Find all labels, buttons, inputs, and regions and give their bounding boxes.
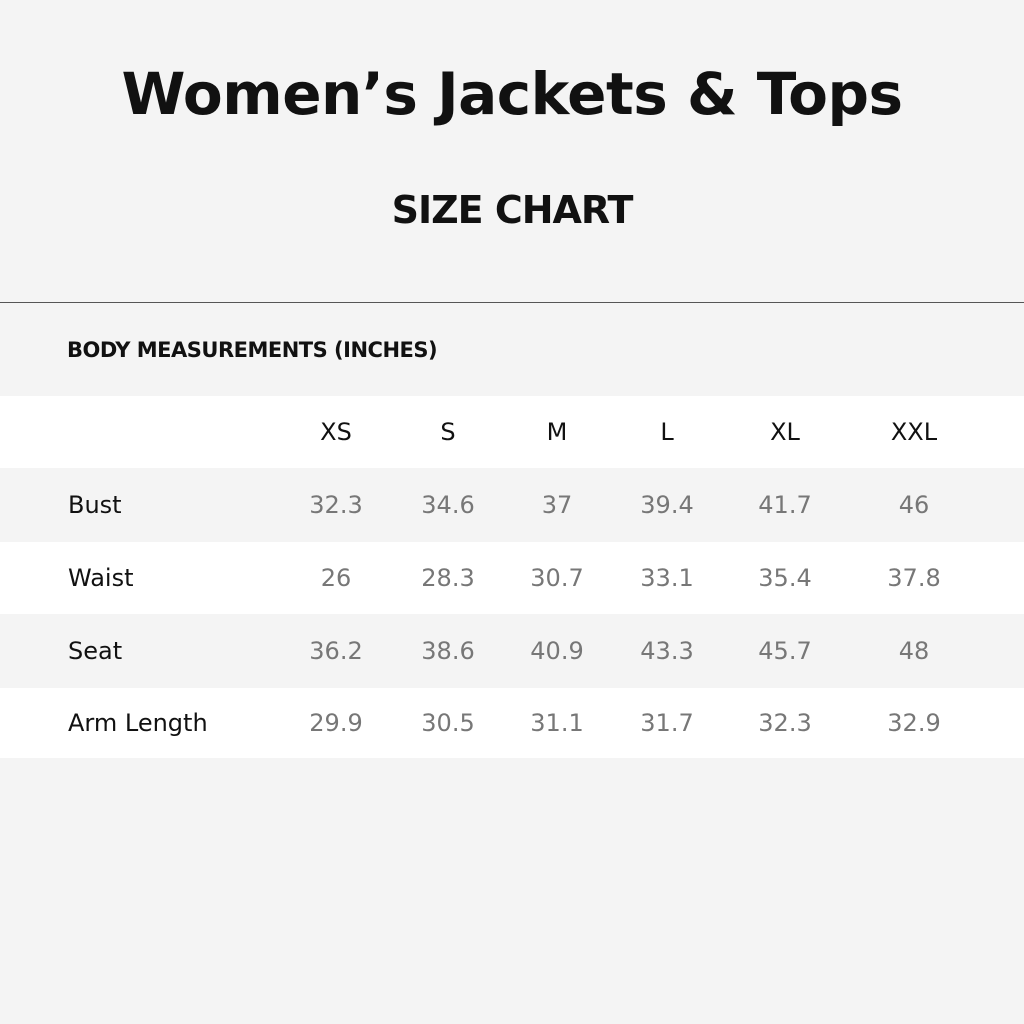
row-label: Waist (68, 564, 134, 592)
table-row: Waist 26 28.3 30.7 33.1 35.4 37.8 (0, 542, 1024, 614)
measurement-cell: 31.1 (530, 709, 584, 737)
measurement-cell: 29.9 (309, 709, 363, 737)
row-label: Seat (68, 637, 123, 665)
measurement-cell: 37.8 (887, 564, 941, 592)
table-row: Arm Length 29.9 30.5 31.1 31.7 32.3 32.9 (0, 688, 1024, 758)
measurement-cell: 34.6 (421, 491, 475, 519)
measurement-cell: 28.3 (421, 564, 475, 592)
page-title: Women’s Jackets & Tops (121, 60, 903, 128)
measurement-cell: 43.3 (640, 637, 694, 665)
measurement-cell: 32.9 (887, 709, 941, 737)
measurement-cell: 32.3 (309, 491, 363, 519)
measurement-cell: 30.7 (530, 564, 584, 592)
size-header: XL (770, 418, 800, 446)
table-header-row: XS S M L XL XXL (0, 396, 1024, 468)
table-row: Seat 36.2 38.6 40.9 43.3 45.7 48 (0, 614, 1024, 688)
measurement-cell: 32.3 (758, 709, 812, 737)
measurement-cell: 26 (320, 564, 352, 592)
measurement-cell: 45.7 (758, 637, 812, 665)
measurement-cell: 36.2 (309, 637, 363, 665)
measurement-cell: 39.4 (640, 491, 694, 519)
measurement-cell: 35.4 (758, 564, 812, 592)
page-subtitle: SIZE CHART (391, 188, 634, 232)
measurement-cell: 46 (898, 491, 930, 519)
section-label: BODY MEASUREMENTS (INCHES) (67, 338, 438, 362)
measurement-cell: 33.1 (640, 564, 694, 592)
size-header: M (546, 418, 568, 446)
measurement-cell: 30.5 (421, 709, 475, 737)
table-row: Bust 32.3 34.6 37 39.4 41.7 46 (0, 468, 1024, 542)
measurement-cell: 37 (541, 491, 573, 519)
row-label: Bust (68, 491, 122, 519)
size-header: XXL (890, 418, 938, 446)
measurement-cell: 38.6 (421, 637, 475, 665)
measurement-cell: 40.9 (530, 637, 584, 665)
divider (0, 302, 1024, 303)
size-header: XS (320, 418, 352, 446)
measurement-cell: 41.7 (758, 491, 812, 519)
measurement-cell: 48 (898, 637, 930, 665)
row-label: Arm Length (68, 709, 208, 737)
size-header: L (660, 418, 674, 446)
measurement-cell: 31.7 (640, 709, 694, 737)
size-header: S (440, 418, 456, 446)
